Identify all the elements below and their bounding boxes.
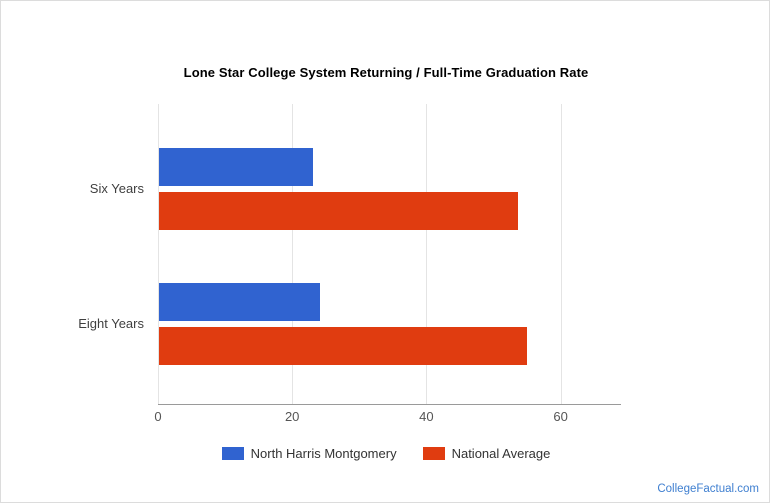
chart-title: Lone Star College System Returning / Ful… xyxy=(183,65,589,80)
x-axis-line xyxy=(158,404,621,405)
legend-swatch xyxy=(422,447,445,460)
x-tick-label: 60 xyxy=(553,409,568,424)
gridline xyxy=(560,104,562,404)
legend-swatch xyxy=(221,447,244,460)
chart-legend: North Harris Montgomery National Average xyxy=(1,446,770,461)
x-tick-label: 20 xyxy=(284,409,300,424)
bar xyxy=(159,283,321,321)
x-tick-label: 0 xyxy=(154,409,162,424)
watermark-label: CollegeFactual.com xyxy=(657,483,759,495)
y-category-label: Eight Years xyxy=(78,316,144,331)
x-tick-label: 40 xyxy=(419,409,434,424)
bar xyxy=(159,327,527,365)
legend-entry[interactable]: National Average xyxy=(422,446,551,461)
gridline xyxy=(292,104,294,404)
plot-area xyxy=(158,104,621,404)
gridline xyxy=(158,104,159,404)
bar xyxy=(159,148,314,186)
gridline xyxy=(426,104,428,404)
bar xyxy=(159,192,518,230)
legend-entry[interactable]: North Harris Montgomery xyxy=(221,446,397,461)
legend-label: North Harris Montgomery xyxy=(250,446,397,461)
legend-label: National Average xyxy=(451,446,551,461)
y-category-label: Six Years xyxy=(89,181,144,196)
